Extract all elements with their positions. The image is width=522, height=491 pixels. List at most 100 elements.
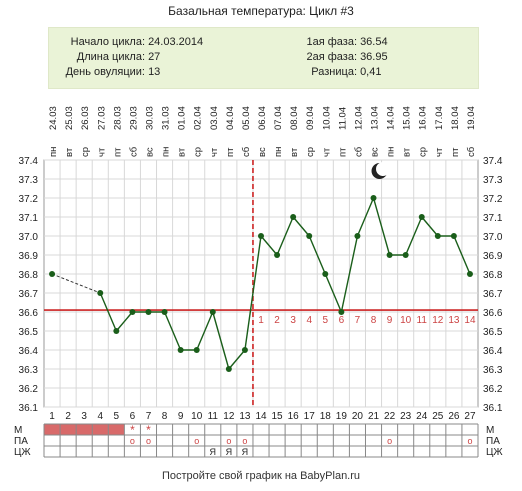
temperature-segment — [292, 216, 310, 237]
chart-title: Базальная температура: Цикл #3 — [168, 4, 354, 18]
row-cz-label-left: ЦЖ — [14, 447, 31, 458]
temperature-segment — [99, 292, 117, 332]
y-tick-label-left: 36.4 — [19, 346, 39, 357]
menstruation-cell — [44, 424, 61, 435]
day-number-label: 14 — [255, 411, 267, 422]
weekday-label: ср — [80, 147, 91, 157]
date-label: 11.04 — [337, 107, 348, 130]
y-tick-label-right: 36.4 — [483, 346, 503, 357]
phase2-day-number: 10 — [400, 315, 412, 326]
temperature-segment — [260, 235, 278, 256]
y-tick-label-right: 36.5 — [483, 327, 503, 338]
y-tick-label-left: 37.0 — [19, 232, 39, 243]
temperature-point — [466, 271, 473, 277]
day-number-label: 22 — [384, 411, 396, 422]
y-tick-label-right: 37.1 — [483, 213, 503, 224]
day-number-label: 23 — [400, 411, 412, 422]
row-m-label-right: М — [486, 425, 494, 436]
y-tick-label-right: 36.3 — [483, 365, 503, 376]
day-number-label: 17 — [304, 411, 316, 422]
day-number-label: 16 — [288, 411, 300, 422]
y-tick-label-left: 37.4 — [19, 156, 39, 167]
weekday-label: сб — [128, 146, 139, 157]
y-tick-label-left: 36.8 — [19, 270, 39, 281]
footer-link[interactable]: Постройте свой график на BabyPlan.ru — [161, 470, 361, 482]
temperature-point — [241, 347, 248, 353]
weekday-label: чт — [96, 147, 107, 157]
temperature-point — [49, 271, 56, 277]
day-number-label: 11 — [208, 411, 219, 422]
phase2-day-number: 5 — [323, 315, 329, 326]
cycle-length: Длина цикла: 27 — [76, 51, 161, 63]
temperature-segment — [212, 311, 230, 370]
date-label: 07.04 — [273, 106, 284, 130]
phase2-day-number: 11 — [417, 315, 428, 326]
menstruation-cell — [60, 424, 77, 435]
temperature-point — [306, 233, 313, 239]
temperature-segment — [356, 197, 375, 237]
date-label: 10.04 — [321, 106, 332, 130]
temperature-segment — [196, 311, 214, 351]
phase2-day-number: 7 — [355, 315, 361, 326]
ovulation-day: День овуляции: 13 — [65, 66, 161, 78]
date-label: 29.03 — [128, 106, 139, 130]
weekday-label: вс — [370, 147, 381, 157]
temperature-point — [434, 233, 441, 239]
menstruation-cell — [108, 424, 125, 435]
weekday-label: пн — [48, 147, 59, 157]
pa-mark: o — [194, 436, 199, 446]
weekday-label: пн — [386, 147, 397, 157]
phase2-day-number: 9 — [387, 315, 393, 326]
cz-mark: Я — [210, 447, 217, 457]
temperature-point — [290, 214, 297, 220]
temperature-segment — [276, 216, 294, 256]
date-label: 16.04 — [418, 106, 429, 130]
row-m-label-left: М — [14, 425, 22, 436]
weekday-label: чт — [434, 147, 445, 157]
date-label: 14.04 — [386, 106, 397, 130]
day-number-label: 9 — [178, 411, 184, 422]
row-pa-label-right: ПА — [486, 436, 500, 447]
weekday-label: вс — [257, 147, 268, 157]
date-label: 04.04 — [225, 106, 236, 130]
weekday-label: ср — [418, 147, 429, 157]
date-label: 05.04 — [241, 106, 252, 130]
temperature-point — [370, 195, 377, 201]
day-number-label: 26 — [448, 411, 460, 422]
y-tick-label-left: 36.5 — [19, 327, 39, 338]
day-number-label: 10 — [191, 411, 203, 422]
temperature-point — [322, 271, 329, 277]
date-label: 27.03 — [96, 106, 107, 130]
weekday-label: вт — [177, 147, 188, 157]
phase2-day-number: 3 — [290, 315, 296, 326]
phase2-day-number: 8 — [371, 315, 377, 326]
temperature-point — [258, 233, 264, 239]
date-label: 15.04 — [402, 106, 413, 130]
day-number-label: 21 — [368, 411, 380, 422]
temperature-segment — [115, 311, 133, 332]
temperature-point — [225, 366, 232, 372]
phase1-average: 1ая фаза: 36.54 — [306, 36, 388, 48]
y-tick-label-left: 37.2 — [19, 194, 39, 205]
day-number-label: 12 — [223, 411, 235, 422]
date-label: 12.04 — [353, 106, 364, 130]
date-label: 06.04 — [257, 106, 268, 130]
temperature-point — [209, 309, 216, 315]
weekday-label: пт — [450, 147, 461, 157]
weekday-label: вс — [144, 147, 155, 157]
day-number-label: 19 — [336, 411, 348, 422]
y-tick-label-right: 36.6 — [483, 308, 503, 319]
temperature-segment — [453, 235, 471, 275]
temperature-segment — [228, 349, 246, 370]
weekday-label: вт — [289, 147, 300, 157]
pa-mark: o — [146, 436, 151, 446]
day-number-label: 13 — [239, 411, 251, 422]
day-number-label: 8 — [162, 411, 168, 422]
date-label: 18.04 — [450, 106, 461, 130]
date-label: 09.04 — [305, 106, 316, 130]
y-tick-label-left: 36.3 — [19, 365, 39, 376]
y-tick-label-left: 36.2 — [19, 384, 39, 395]
temperature-point — [354, 233, 361, 239]
phase2-day-number: 1 — [258, 315, 264, 326]
